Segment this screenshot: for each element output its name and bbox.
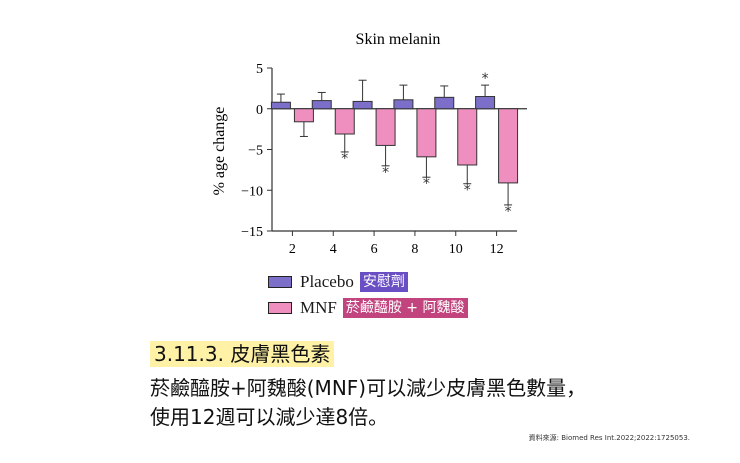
legend-label-mnf: MNF [300,298,337,317]
x-tick-label: 6 [371,242,378,257]
bar-placebo [475,96,496,110]
significance-marker: * [505,204,512,220]
section-heading: 3.11.3. 皮膚黑色素 [150,341,335,367]
y-axis-label: % age change [211,107,228,196]
y-tick-label: 5 [256,62,263,77]
x-tick-label: 8 [411,242,418,257]
legend-label-placebo-zh: 安慰劑 [359,272,408,292]
y-tick-label: −10 [241,184,263,199]
chart-title: Skin melanin [356,31,441,48]
significance-marker: * [341,151,348,167]
y-tick-label: 0 [256,103,263,118]
significance-marker: * [482,71,489,87]
x-tick-label: 12 [490,242,504,257]
bar-mnf [375,108,396,146]
significance-marker: * [423,176,430,192]
legend-swatch-placebo [268,276,292,288]
bar-placebo [311,100,332,110]
body-text-line-1: 菸鹼醯胺+阿魏酸(MNF)可以減少皮膚黑色數量， [150,376,587,400]
bar-placebo [393,99,414,110]
x-tick-label: 4 [330,242,337,257]
x-tick-label: 2 [289,242,296,257]
bar-placebo [352,100,373,110]
legend-item-placebo: Placebo 安慰劑 [268,271,408,293]
y-tick-label: −15 [241,225,263,240]
legend-label-mnf-zh: 菸鹼醯胺 + 阿魏酸 [342,298,468,318]
legend-swatch-mnf [268,302,292,314]
bar-placebo [434,96,455,110]
legend-item-mnf: MNF 菸鹼醯胺 + 阿魏酸 [268,297,468,319]
x-tick-label: 10 [449,242,463,257]
bar-placebo [270,101,291,110]
y-tick-label: −5 [248,144,263,159]
significance-marker: * [382,165,389,181]
bar-mnf [293,108,314,123]
bar-mnf [416,108,437,158]
bar-mnf [334,108,355,135]
significance-marker: * [464,183,471,199]
bar-chart: Skin melanin % age change 5 0 −5 −10 −15 2 4 6 8… [211,31,527,257]
citation: 資料來源: Biomed Res Int.2022;2022:1725053. [528,434,690,442]
plot-area: 5 0 −5 −10 −15 2 4 6 8 10 12 * * * * * * [241,62,527,257]
bar-mnf [498,108,519,184]
legend-label-placebo: Placebo [300,272,354,291]
body-text-line-2: 使用12週可以減少達8倍。 [150,405,389,429]
bar-mnf [457,108,478,166]
